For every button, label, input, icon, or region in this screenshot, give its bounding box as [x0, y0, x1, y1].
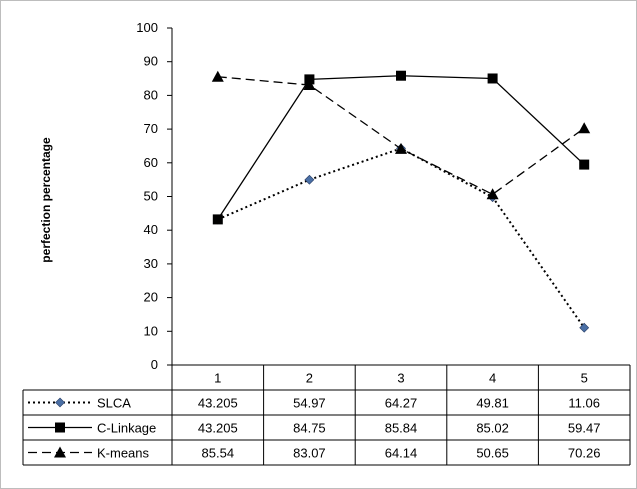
data-label: 54.97: [293, 396, 326, 411]
y-tick-label: 50: [144, 189, 158, 204]
plot-area: 0 10 20 30 40 50 60 70 80 90 100: [136, 20, 591, 372]
data-point: [303, 79, 316, 91]
x-tick-label: 1: [214, 371, 221, 386]
y-tick-label: 10: [144, 323, 158, 338]
x-tick-label: 2: [306, 371, 313, 386]
data-point: [211, 70, 224, 82]
x-tick-label: 5: [581, 371, 588, 386]
y-tick-label: 0: [151, 357, 158, 372]
data-label: 59.47: [568, 421, 601, 436]
data-label: 43.205: [198, 396, 238, 411]
data-label: 50.65: [476, 446, 509, 461]
y-tick-label: 40: [144, 222, 158, 237]
data-point: [487, 73, 498, 84]
y-tick-label: 70: [144, 121, 158, 136]
legend-label: K-means: [97, 446, 150, 461]
data-label: 64.14: [385, 446, 418, 461]
y-tick-label: 90: [144, 54, 158, 69]
data-point: [396, 70, 406, 81]
data-label: 64.27: [385, 396, 418, 411]
data-label: 85.54: [202, 446, 235, 461]
x-tick-label: 3: [397, 371, 404, 386]
y-axis-title: perfection percentage: [39, 137, 53, 263]
data-label: 43.205: [198, 421, 238, 436]
legend-marker: [55, 422, 65, 433]
legend-marker: [55, 397, 65, 408]
x-tick-label: 4: [489, 371, 496, 386]
y-tick-label: 80: [144, 87, 158, 102]
data-point: [486, 188, 499, 200]
y-tick-label: 100: [136, 20, 158, 35]
legend-label: SLCA: [97, 396, 131, 411]
data-label: 49.81: [476, 396, 509, 411]
data-point: [304, 174, 315, 185]
data-label: 85.02: [476, 421, 509, 436]
data-table: 1 2 3 4 5 SLCA 43.205 54.97 64.27 49.81 11.06 C-Lin…: [22, 364, 631, 466]
data-point: [578, 122, 591, 134]
data-point: [579, 322, 590, 333]
data-label: 70.26: [568, 446, 601, 461]
y-tick-label: 30: [144, 256, 158, 271]
y-tick-label: 60: [144, 155, 158, 170]
data-label: 83.07: [293, 446, 326, 461]
legend-marker: [54, 446, 66, 458]
data-label: 85.84: [385, 421, 418, 436]
legend-label: C-Linkage: [97, 421, 156, 436]
data-label: 11.06: [568, 396, 600, 411]
data-point: [395, 142, 407, 154]
data-point: [579, 159, 590, 170]
y-tick-label: 20: [144, 290, 158, 305]
data-point: [212, 214, 223, 225]
data-label: 84.75: [293, 421, 326, 436]
